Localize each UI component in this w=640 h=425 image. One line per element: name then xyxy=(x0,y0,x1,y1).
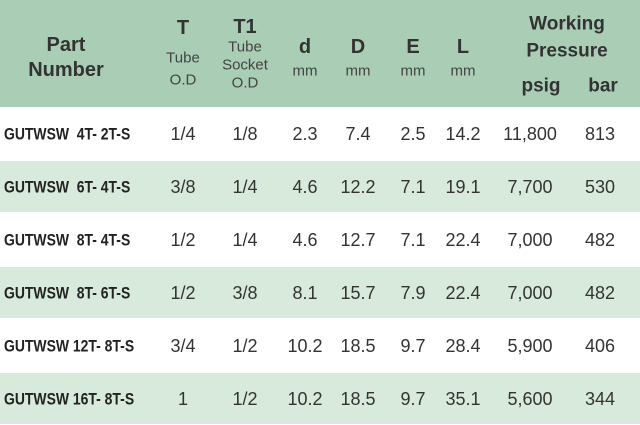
header-unit: bar xyxy=(588,75,618,97)
cell-value: 1/2 xyxy=(232,336,258,356)
cell-value: 14.2 xyxy=(445,124,481,144)
header-subtitle: Tube xyxy=(166,49,200,67)
cell-value: 10.2 xyxy=(287,336,323,356)
cell-value: 530 xyxy=(584,177,616,197)
cell-value: 18.5 xyxy=(340,389,376,409)
cell-value: 5,600 xyxy=(507,389,553,409)
cell-value: 1/4 xyxy=(232,230,258,250)
part-number: GUTWSW 4T- 2T-S xyxy=(4,124,131,144)
header-subtitle: O.D xyxy=(231,74,259,92)
cell-value: 2.3 xyxy=(292,124,318,144)
row-background xyxy=(0,320,640,371)
header-title: Part xyxy=(46,34,86,56)
cell-value: 406 xyxy=(584,336,616,356)
header-title: d xyxy=(298,36,312,58)
header-subtitle: mm xyxy=(450,62,476,80)
cell-value: 3/8 xyxy=(232,283,258,303)
cell-value: 482 xyxy=(584,230,616,250)
cell-value: 1/4 xyxy=(232,177,258,197)
cell-value: 28.4 xyxy=(445,336,481,356)
cell-value: 8.1 xyxy=(292,283,318,303)
cell-value: 482 xyxy=(584,283,616,303)
header-title: E xyxy=(406,36,420,58)
header-subtitle: Tube xyxy=(228,38,262,56)
cell-value: 18.5 xyxy=(340,336,376,356)
cell-value: 1 xyxy=(177,389,189,409)
cell-value: 3/4 xyxy=(170,336,196,356)
cell-value: 344 xyxy=(584,389,616,409)
part-number: GUTWSW 12T- 8T-S xyxy=(4,336,135,356)
cell-value: 22.4 xyxy=(445,230,481,250)
cell-value: 7,000 xyxy=(507,230,553,250)
cell-value: 2.5 xyxy=(400,124,426,144)
cell-value: 9.7 xyxy=(400,389,426,409)
cell-value: 5,900 xyxy=(507,336,553,356)
cell-value: 7.1 xyxy=(400,177,426,197)
part-number: GUTWSW 8T- 4T-S xyxy=(4,230,131,250)
cell-value: 11,800 xyxy=(503,124,557,144)
header-background xyxy=(0,0,640,107)
part-number: GUTWSW 8T- 6T-S xyxy=(4,283,131,303)
cell-value: 1/2 xyxy=(170,283,196,303)
header-subtitle: mm xyxy=(400,62,426,80)
cell-value: 1/2 xyxy=(232,389,258,409)
cell-value: 35.1 xyxy=(445,389,481,409)
row-background xyxy=(0,373,640,424)
cell-value: 7,700 xyxy=(507,177,553,197)
header-title: L xyxy=(456,36,470,58)
header-title: D xyxy=(350,36,366,58)
cell-value: 4.6 xyxy=(292,177,318,197)
cell-value: 12.7 xyxy=(340,230,376,250)
cell-value: 12.2 xyxy=(340,177,376,197)
cell-value: 7.4 xyxy=(345,124,371,144)
header-subtitle: mm xyxy=(345,62,371,80)
row-background xyxy=(0,267,640,318)
header-subtitle: mm xyxy=(292,62,318,80)
cell-value: 15.7 xyxy=(340,283,376,303)
cell-value: 1/2 xyxy=(170,230,196,250)
cell-value: 813 xyxy=(584,124,616,144)
cell-value: 7.1 xyxy=(400,230,426,250)
header-group: Pressure xyxy=(526,40,608,62)
header-title: Number xyxy=(28,59,104,81)
cell-value: 19.1 xyxy=(445,177,481,197)
part-number: GUTWSW 6T- 4T-S xyxy=(4,177,131,197)
cell-value: 1/8 xyxy=(232,124,258,144)
part-number: GUTWSW 16T- 8T-S xyxy=(4,389,135,409)
header-title: T xyxy=(176,17,190,39)
cell-value: 4.6 xyxy=(292,230,318,250)
header-unit: psig xyxy=(521,75,561,97)
header-group: Working xyxy=(529,13,605,35)
row-background xyxy=(0,108,640,159)
cell-value: 10.2 xyxy=(287,389,323,409)
header-subtitle: Socket xyxy=(222,56,268,74)
cell-value: 3/8 xyxy=(170,177,196,197)
cell-value: 7.9 xyxy=(400,283,426,303)
cell-value: 1/4 xyxy=(170,124,196,144)
cell-value: 9.7 xyxy=(400,336,426,356)
row-background xyxy=(0,161,640,212)
header-title: T1 xyxy=(233,16,257,38)
cell-value: 22.4 xyxy=(445,283,481,303)
row-background xyxy=(0,214,640,265)
cell-value: 7,000 xyxy=(507,283,553,303)
header-subtitle: O.D xyxy=(169,71,197,89)
